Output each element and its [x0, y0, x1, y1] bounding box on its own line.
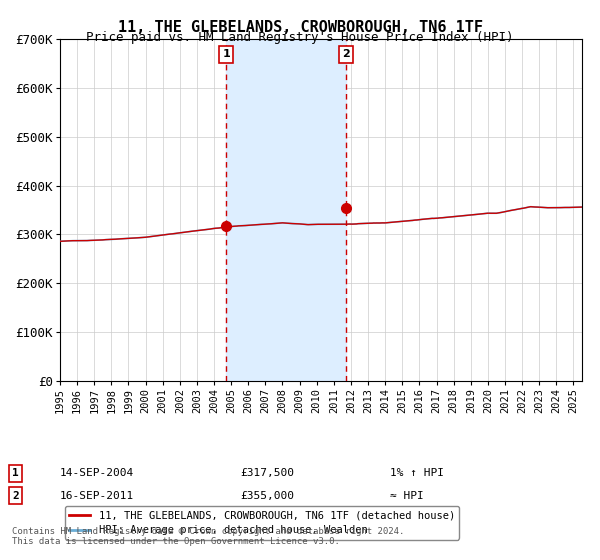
- Text: 2: 2: [12, 491, 19, 501]
- Text: £317,500: £317,500: [240, 468, 294, 478]
- Text: 1: 1: [12, 468, 19, 478]
- Text: 16-SEP-2011: 16-SEP-2011: [60, 491, 134, 501]
- Legend: 11, THE GLEBELANDS, CROWBOROUGH, TN6 1TF (detached house), HPI: Average price, d: 11, THE GLEBELANDS, CROWBOROUGH, TN6 1TF…: [65, 506, 459, 539]
- Text: £355,000: £355,000: [240, 491, 294, 501]
- Text: Contains HM Land Registry data © Crown copyright and database right 2024.
This d: Contains HM Land Registry data © Crown c…: [12, 526, 404, 546]
- Text: 2: 2: [342, 49, 350, 59]
- Text: 1: 1: [223, 49, 230, 59]
- Text: 11, THE GLEBELANDS, CROWBOROUGH, TN6 1TF: 11, THE GLEBELANDS, CROWBOROUGH, TN6 1TF: [118, 20, 482, 35]
- Bar: [226, 39, 346, 381]
- Text: 14-SEP-2004: 14-SEP-2004: [60, 468, 134, 478]
- Text: Price paid vs. HM Land Registry's House Price Index (HPI): Price paid vs. HM Land Registry's House …: [86, 31, 514, 44]
- Text: ≈ HPI: ≈ HPI: [390, 491, 424, 501]
- Text: 1% ↑ HPI: 1% ↑ HPI: [390, 468, 444, 478]
